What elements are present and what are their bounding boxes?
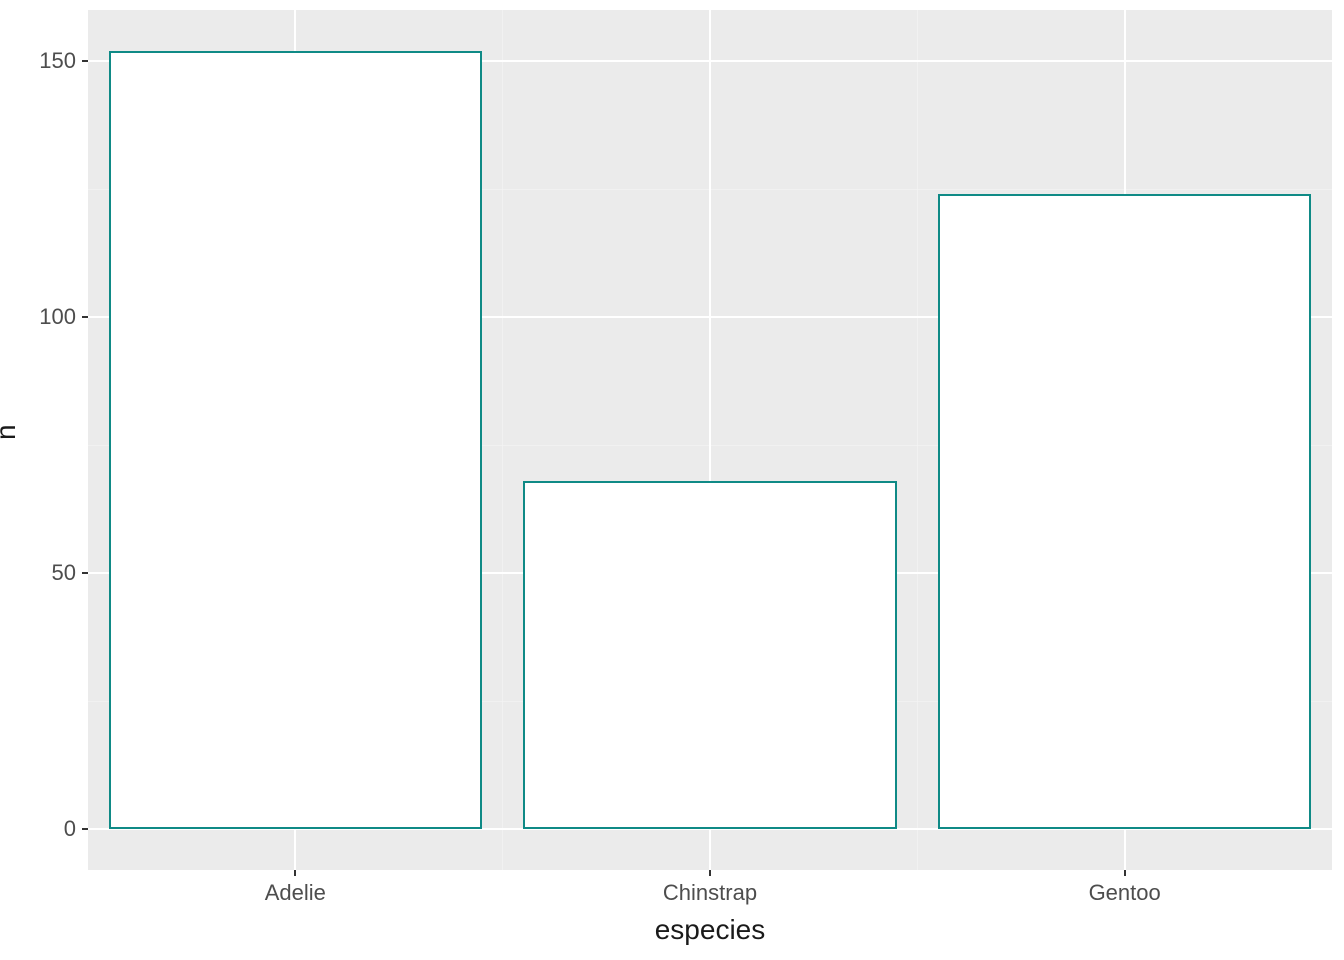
- y-tick-label: 0: [64, 816, 76, 842]
- x-tick-mark: [294, 870, 296, 876]
- grid-minor-v: [502, 10, 503, 870]
- x-axis-title: especies: [510, 914, 910, 946]
- y-axis-title: n: [0, 424, 22, 440]
- y-tick-mark: [82, 60, 88, 62]
- grid-minor-v: [917, 10, 918, 870]
- plot-panel: [88, 10, 1332, 870]
- x-tick-label: Adelie: [175, 880, 415, 906]
- y-tick-label: 50: [52, 560, 76, 586]
- bar-gentoo: [938, 194, 1311, 829]
- x-tick-mark: [1124, 870, 1126, 876]
- x-tick-label: Chinstrap: [590, 880, 830, 906]
- bar-adelie: [109, 51, 482, 829]
- y-tick-mark: [82, 316, 88, 318]
- x-tick-label: Gentoo: [1005, 880, 1245, 906]
- chart-figure: n especies 0 50 100 150 Adelie Chinstrap Gento…: [0, 0, 1344, 960]
- bar-chinstrap: [523, 481, 896, 829]
- y-tick-label: 100: [39, 304, 76, 330]
- y-tick-mark: [82, 828, 88, 830]
- y-tick-label: 150: [39, 48, 76, 74]
- x-tick-mark: [709, 870, 711, 876]
- y-tick-mark: [82, 572, 88, 574]
